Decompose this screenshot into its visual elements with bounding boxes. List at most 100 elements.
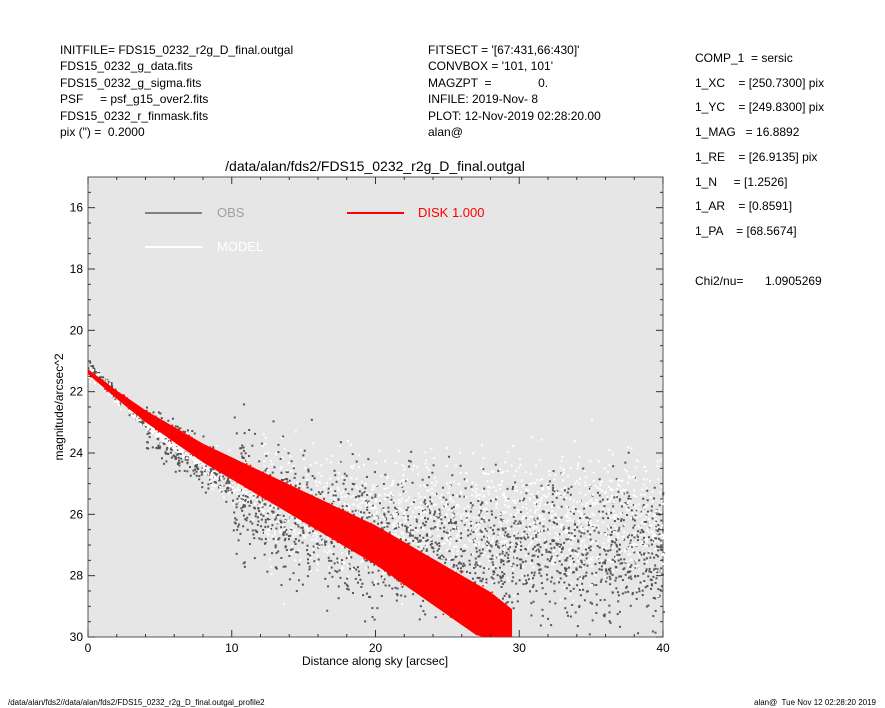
model-point xyxy=(400,509,403,512)
model-point xyxy=(643,518,646,521)
obs-point xyxy=(91,365,94,368)
model-point xyxy=(573,526,576,529)
obs-point xyxy=(358,490,361,493)
model-point xyxy=(559,598,562,601)
model-point xyxy=(445,527,448,530)
obs-point xyxy=(284,565,287,568)
model-point xyxy=(90,368,93,371)
obs-point xyxy=(236,528,239,531)
model-point xyxy=(615,527,618,530)
obs-point xyxy=(626,536,629,539)
obs-point xyxy=(404,539,407,542)
obs-point xyxy=(171,448,174,451)
obs-point xyxy=(141,421,144,424)
obs-point xyxy=(306,486,309,489)
model-point xyxy=(506,470,509,473)
model-point xyxy=(277,521,280,524)
obs-point xyxy=(393,501,396,504)
obs-point xyxy=(274,544,277,547)
obs-point xyxy=(251,522,254,525)
obs-point xyxy=(608,604,611,607)
obs-point xyxy=(559,572,562,575)
model-point xyxy=(592,479,595,482)
obs-point xyxy=(420,549,423,552)
model-point xyxy=(482,517,485,520)
obs-point xyxy=(563,541,566,544)
model-point xyxy=(431,511,434,514)
obs-point xyxy=(485,544,488,547)
obs-point xyxy=(450,558,453,561)
obs-point xyxy=(387,572,390,575)
obs-point xyxy=(547,511,550,514)
model-point xyxy=(642,483,645,486)
model-point xyxy=(646,504,649,507)
model-point xyxy=(347,564,350,567)
model-point xyxy=(474,526,477,529)
model-point xyxy=(535,522,538,525)
obs-point xyxy=(599,599,602,602)
obs-point xyxy=(650,579,653,582)
model-point xyxy=(643,465,646,468)
model-point xyxy=(438,519,441,522)
obs-point xyxy=(576,578,579,581)
obs-point xyxy=(198,478,201,481)
obs-point xyxy=(277,451,280,454)
obs-point xyxy=(352,566,355,569)
model-point xyxy=(460,490,463,493)
obs-point xyxy=(280,556,283,559)
obs-point xyxy=(636,535,639,538)
obs-point xyxy=(102,376,105,379)
disk-point xyxy=(192,444,194,447)
model-point xyxy=(384,509,387,512)
model-point xyxy=(605,534,608,537)
model-point xyxy=(319,489,322,492)
model-point xyxy=(610,488,613,491)
model-point xyxy=(453,545,456,548)
obs-point xyxy=(483,535,486,538)
model-point xyxy=(564,528,567,531)
model-point xyxy=(398,524,401,527)
model-point xyxy=(504,503,507,506)
model-point xyxy=(535,538,538,541)
obs-point xyxy=(483,487,486,490)
model-point xyxy=(389,500,392,503)
obs-point xyxy=(235,518,238,521)
model-point xyxy=(456,550,459,553)
obs-point xyxy=(654,581,657,584)
obs-point xyxy=(650,509,653,512)
model-point xyxy=(614,517,617,520)
model-point xyxy=(592,526,595,529)
obs-point xyxy=(387,506,390,509)
model-point xyxy=(407,538,410,541)
obs-point xyxy=(544,565,547,568)
obs-point xyxy=(336,557,339,560)
model-point xyxy=(590,524,593,527)
obs-point xyxy=(424,524,427,527)
model-point xyxy=(175,450,178,453)
obs-point xyxy=(449,518,452,521)
model-point xyxy=(554,532,557,535)
obs-point xyxy=(497,581,500,584)
model-point xyxy=(533,495,536,498)
model-point xyxy=(577,510,580,513)
obs-point xyxy=(283,526,286,529)
obs-point xyxy=(604,559,607,562)
model-point xyxy=(214,484,217,487)
model-point xyxy=(228,478,231,481)
obs-point xyxy=(272,510,275,513)
model-point xyxy=(132,415,135,418)
obs-point xyxy=(294,472,297,475)
disk-point xyxy=(149,419,152,422)
disk-point xyxy=(301,520,304,523)
obs-point xyxy=(274,546,277,549)
obs-point xyxy=(441,486,444,489)
obs-point xyxy=(142,420,145,423)
model-point xyxy=(434,476,437,479)
obs-point xyxy=(471,577,474,580)
model-point xyxy=(611,453,614,456)
obs-point xyxy=(617,490,620,493)
obs-point xyxy=(615,576,618,579)
model-point xyxy=(316,535,319,538)
model-point xyxy=(419,513,422,516)
obs-point xyxy=(655,553,658,556)
